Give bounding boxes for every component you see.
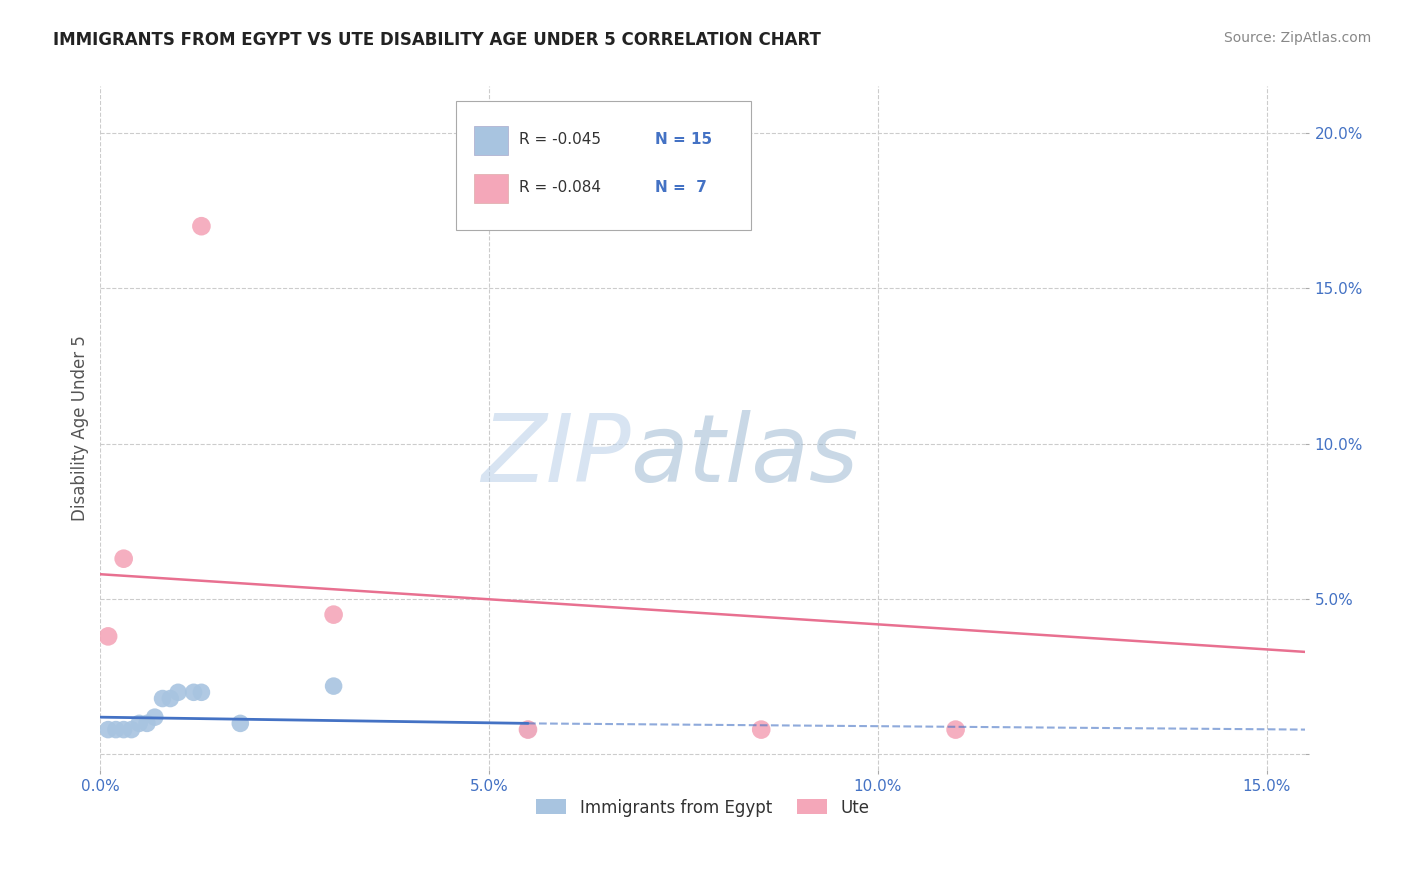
Legend: Immigrants from Egypt, Ute: Immigrants from Egypt, Ute xyxy=(530,792,876,823)
Point xyxy=(322,679,344,693)
Text: N =  7: N = 7 xyxy=(655,180,707,195)
Point xyxy=(104,723,127,737)
Point xyxy=(152,691,174,706)
Text: N = 15: N = 15 xyxy=(655,132,711,147)
FancyBboxPatch shape xyxy=(474,174,508,202)
Point xyxy=(190,685,212,699)
Text: Source: ZipAtlas.com: Source: ZipAtlas.com xyxy=(1223,31,1371,45)
Point xyxy=(229,716,252,731)
Y-axis label: Disability Age Under 5: Disability Age Under 5 xyxy=(72,335,89,521)
Point xyxy=(97,723,120,737)
Point xyxy=(136,716,159,731)
Point xyxy=(120,723,142,737)
Point xyxy=(183,685,205,699)
FancyBboxPatch shape xyxy=(456,102,751,230)
Point xyxy=(167,685,190,699)
Text: IMMIGRANTS FROM EGYPT VS UTE DISABILITY AGE UNDER 5 CORRELATION CHART: IMMIGRANTS FROM EGYPT VS UTE DISABILITY … xyxy=(53,31,821,49)
Point xyxy=(97,629,120,643)
FancyBboxPatch shape xyxy=(474,126,508,154)
Point xyxy=(159,691,181,706)
Point xyxy=(128,716,150,731)
Point xyxy=(143,710,166,724)
Point xyxy=(517,723,540,737)
Text: R = -0.084: R = -0.084 xyxy=(519,180,600,195)
Point xyxy=(322,607,344,622)
Point xyxy=(945,723,967,737)
Point xyxy=(749,723,772,737)
Point xyxy=(112,723,135,737)
Point xyxy=(517,723,540,737)
Point xyxy=(190,219,212,234)
Text: atlas: atlas xyxy=(631,410,859,501)
Text: R = -0.045: R = -0.045 xyxy=(519,132,600,147)
Text: ZIP: ZIP xyxy=(481,410,631,501)
Point xyxy=(112,551,135,566)
